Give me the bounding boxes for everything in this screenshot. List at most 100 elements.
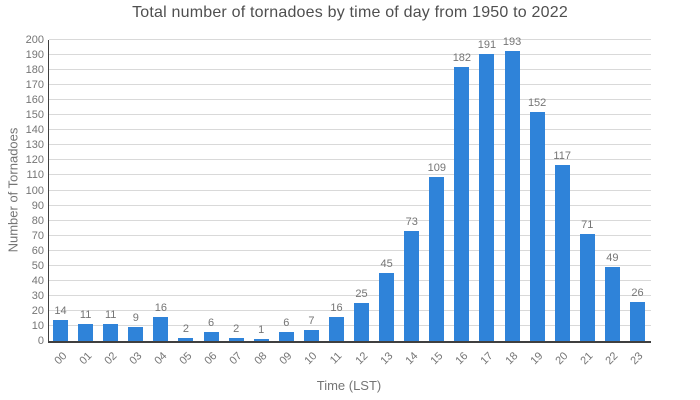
gridline: [49, 69, 651, 71]
bar: [379, 273, 395, 341]
y-tick-label: 140: [25, 124, 44, 137]
y-tick-label: 160: [25, 94, 44, 107]
bar-value-label: 73: [405, 216, 418, 229]
bar-value-label: 109: [427, 161, 446, 174]
bar-value-label: 6: [283, 316, 290, 329]
x-tick-label: 15: [428, 350, 446, 368]
bar: [454, 67, 470, 341]
bar-value-label: 6: [207, 316, 215, 329]
gridline: [49, 39, 651, 40]
x-tick-label: 19: [528, 350, 546, 368]
bar: [354, 303, 370, 341]
y-tick-label: 30: [31, 289, 44, 302]
y-tick-label: 80: [31, 214, 44, 227]
bar-value-label: 25: [355, 288, 368, 301]
y-tick-label: 120: [25, 154, 44, 167]
bar-value-label: 26: [631, 286, 644, 299]
y-tick-label: 20: [31, 304, 44, 317]
bar-value-label: 2: [182, 322, 190, 335]
bar: [78, 324, 94, 341]
bar-value-label: 182: [452, 52, 472, 65]
y-tick-label: 190: [25, 49, 44, 62]
bar: [429, 176, 445, 341]
bar: [303, 330, 319, 341]
bar-value-label: 191: [477, 38, 497, 51]
x-axis-title: Time (LST): [316, 378, 382, 393]
x-tick-label: 18: [503, 350, 521, 368]
y-tick-label: 130: [25, 139, 44, 152]
gridline: [49, 294, 651, 296]
bar: [604, 267, 620, 341]
bar: [554, 164, 570, 341]
gridline: [49, 279, 651, 281]
x-tick-label: 05: [177, 350, 195, 368]
bar-value-label: 14: [54, 304, 67, 317]
y-tick-label: 70: [31, 229, 44, 242]
bar: [103, 324, 119, 341]
gridline: [49, 114, 651, 116]
x-tick-label: 12: [352, 350, 371, 368]
x-tick-label: 23: [628, 350, 646, 368]
bar: [53, 319, 69, 341]
bar: [278, 331, 294, 341]
x-tick-label: 03: [127, 350, 145, 368]
y-tick-label: 10: [31, 319, 44, 332]
bar-value-label: 11: [104, 309, 117, 322]
bar-value-label: 7: [308, 315, 315, 328]
x-tick-label: 20: [553, 350, 571, 368]
bar: [504, 50, 520, 341]
gridline: [49, 129, 651, 131]
bar-value-label: 16: [154, 301, 167, 314]
gridline: [49, 264, 651, 266]
y-tick-label: 110: [26, 169, 44, 182]
bar-value-label: 193: [502, 35, 522, 48]
bar: [153, 316, 169, 341]
y-tick-label: 90: [31, 199, 44, 212]
y-tick-label: 170: [25, 79, 44, 92]
x-tick-label: 21: [578, 350, 596, 368]
x-tick-label: 17: [478, 350, 496, 368]
bar: [629, 301, 645, 341]
x-tick-label: 13: [377, 350, 396, 368]
bar-value-label: 16: [330, 301, 343, 314]
x-tick-label: 06: [202, 350, 220, 368]
gridline: [49, 219, 651, 221]
bar-value-label: 2: [233, 322, 240, 335]
gridline: [49, 144, 651, 146]
gridline: [49, 324, 651, 326]
gridline: [49, 309, 651, 311]
x-tick-label: 00: [51, 350, 70, 368]
x-tick-label: 22: [603, 350, 621, 368]
gridline: [49, 234, 651, 236]
bar-value-label: 152: [527, 97, 547, 110]
bar-value-label: 45: [380, 258, 393, 271]
bar-value-label: 1: [258, 324, 265, 337]
bar-value-label: 11: [79, 309, 92, 322]
x-tick-label: 11: [328, 350, 345, 367]
x-tick-label: 14: [403, 350, 421, 368]
y-tick-label: 0: [37, 335, 44, 347]
x-tick-label: 09: [277, 350, 295, 368]
bar: [479, 53, 495, 341]
chart-title: Total number of tornadoes by time of day…: [132, 4, 568, 21]
gridline: [49, 159, 651, 161]
y-tick-label: 40: [31, 274, 44, 287]
bar: [228, 337, 244, 341]
bar-value-label: 9: [132, 312, 139, 325]
plot-area: [48, 39, 651, 343]
x-tick-label: 10: [302, 350, 320, 368]
y-tick-label: 200: [25, 34, 44, 46]
gridline: [49, 99, 651, 101]
bar: [529, 112, 545, 341]
y-tick-label: 60: [31, 244, 44, 257]
gridline: [49, 54, 651, 56]
y-tick-label: 150: [25, 109, 44, 122]
bar: [128, 327, 144, 341]
x-tick-label: 16: [453, 350, 471, 368]
gridline: [49, 174, 651, 176]
y-tick-label: 50: [31, 259, 44, 272]
gridline: [49, 204, 651, 206]
x-tick-label: 01: [76, 350, 95, 368]
bar-value-label: 117: [553, 149, 571, 162]
